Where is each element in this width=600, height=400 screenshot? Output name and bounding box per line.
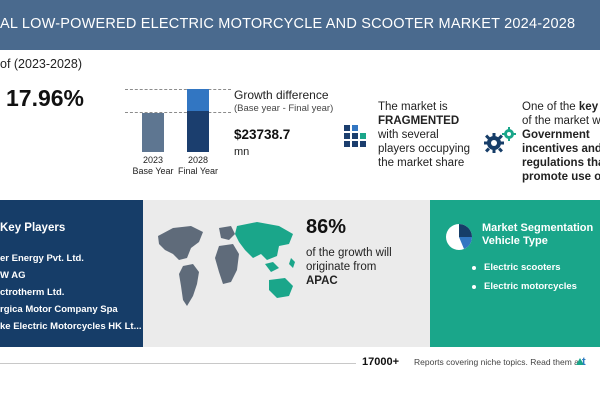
region-text: of the growth will originate from APAC [306,246,421,288]
footer-divider [0,363,356,364]
drivers-line-3: Government [522,129,590,141]
world-map-icon [158,222,295,306]
bar-final-year-text: Final Year [177,166,219,176]
region-percent: 86% [306,216,347,238]
structure-emphasis: FRAGMENTED [378,115,460,127]
bar-final-increment [187,89,209,111]
page-title: AL LOW-POWERED ELECTRIC MOTORCYCLE AND S… [0,16,576,32]
growth-value: $23738.7 [234,127,291,142]
growth-subtitle: (Base year - Final year) [234,103,334,114]
region-panel: 86% of the growth will originate from AP… [143,200,430,347]
drivers-line-6: promote use o [522,171,600,183]
region-name: APAC [306,275,338,287]
list-item: Electric motorcycles [472,277,577,296]
market-structure-text: The market is FRAGMENTED with several pl… [378,100,528,170]
growth-unit: mn [234,146,250,158]
structure-line-1: The market is [378,101,448,113]
drivers-line-1-bold: key d [578,101,600,113]
cagr-value: 17.96% [6,85,85,111]
bar-final-year-number: 2028 [187,155,209,165]
key-players-list: er Energy Pvt. Ltd. W AG ctrotherm Ltd. … [0,250,142,335]
dash-line-top [125,89,231,90]
stats-row [0,50,600,200]
segmentation-title-line-2: Vehicle Type [482,235,548,247]
key-players-title: Key Players [0,222,66,234]
key-players-panel: Key Players er Energy Pvt. Ltd. W AG ctr… [0,200,143,347]
bar-final-year [187,111,209,152]
list-item: ke Electric Motorcycles HK Lt... [0,321,142,332]
pie-chart-icon [446,224,472,250]
list-item: Electric scooters [472,258,577,277]
list-item: er Energy Pvt. Ltd. [0,253,84,264]
drivers-line-1-pre: One of the [522,101,579,113]
logo-mark-icon [576,358,584,365]
drivers-line-5: regulations tha [522,157,600,169]
drivers-line-2: of the market w [522,115,600,127]
dash-line-mid [125,112,231,113]
segmentation-panel: Market Segmentation Vehicle Type Electri… [430,200,600,347]
structure-line-4: the market share [378,157,465,169]
list-item: ctrotherm Ltd. [0,287,65,298]
list-item: W AG [0,270,26,281]
bar-base-year [142,113,164,152]
footer-report-count: 17000+ [362,356,400,368]
title-bar: AL LOW-POWERED ELECTRIC MOTORCYCLE AND S… [0,0,600,50]
bar-base-year-text: Base Year [132,166,174,176]
drivers-text: One of the key d of the market w Governm… [522,100,600,184]
bar-base-year-number: 2023 [142,155,164,165]
cagr-period-label: of (2023-2028) [0,57,83,71]
list-item: rgica Motor Company Spa [0,304,118,315]
segmentation-title: Market Segmentation Vehicle Type [482,222,593,248]
segmentation-list: Electric scooters Electric motorcycles [472,258,577,296]
segmentation-title-line-1: Market Segmentation [482,222,594,234]
region-description: of the growth will originate from [306,247,392,273]
bar-label-base: 2023 Base Year [131,155,175,177]
drivers-line-4: incentives and [522,143,600,155]
structure-line-3: players occupying [378,143,471,155]
gears-icon [484,127,516,153]
structure-line-2: with several [378,129,439,141]
fragmented-icon [344,125,372,151]
footer-logo-link[interactable]: t [582,356,586,368]
growth-title: Growth difference [234,88,329,102]
footer-text: Reports covering niche topics. Read them… [414,357,582,367]
footer: 17000+ Reports covering niche topics. Re… [0,347,600,400]
bar-label-final: 2028 Final Year [176,155,220,177]
